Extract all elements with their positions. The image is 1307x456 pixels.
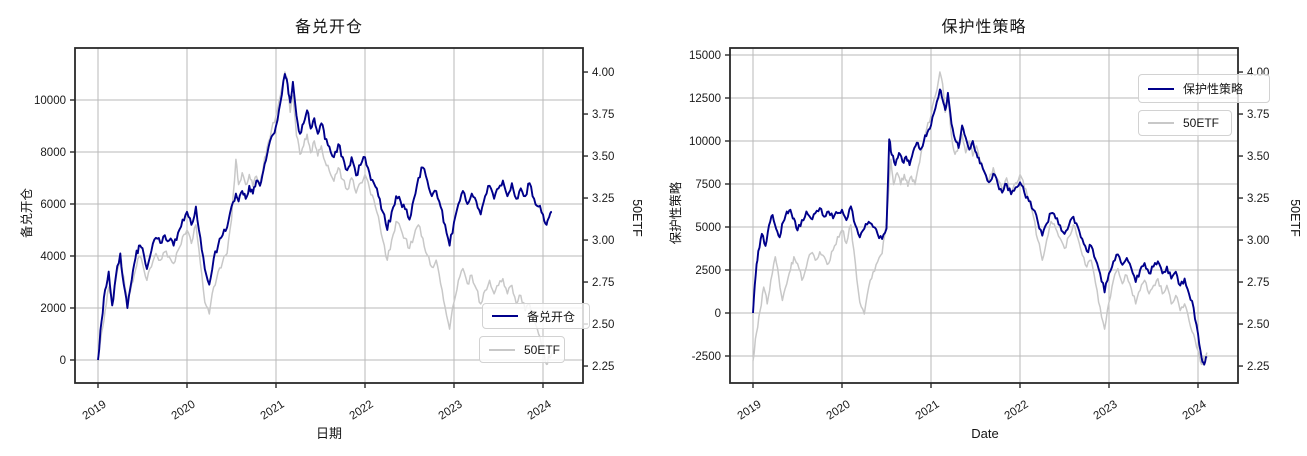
- chart-title-protective: 保护性策略: [941, 19, 1027, 36]
- legend-line-sample-50etf-left-chart: [489, 348, 515, 351]
- y-tick-label-right: 3.50: [1247, 151, 1269, 163]
- y-tick-label-left: 7500: [695, 179, 721, 191]
- legend-entry-50etf-left-chart: 50ETF: [479, 336, 565, 363]
- y-tick-label-right: 3.75: [1247, 109, 1269, 121]
- y-tick-label-right: 2.50: [1247, 319, 1269, 331]
- x-tick-label: 2020: [170, 398, 198, 422]
- y-tick-label-right: 3.00: [1247, 235, 1269, 247]
- y-tick-label-right: 3.50: [592, 151, 614, 163]
- y-tick-label-left: 10000: [34, 95, 66, 107]
- y-tick-label-right: 3.00: [592, 235, 614, 247]
- series-etf50: [752, 71, 1208, 366]
- y-tick-label-right: 3.25: [1247, 193, 1269, 205]
- legend-entry-protective: 保护性策略: [1138, 74, 1270, 103]
- y-tick-label-left: 5000: [695, 222, 721, 234]
- y-tick-label-left: 15000: [689, 50, 721, 62]
- y-tick-label-left: -2500: [692, 351, 721, 363]
- y-tick-label-right: 3.75: [592, 109, 614, 121]
- x-tick-label: 2024: [526, 398, 554, 422]
- x-axis-label-date-en: Date: [971, 426, 999, 441]
- legend-entry-50etf-right-chart: 50ETF: [1138, 110, 1232, 136]
- x-tick-label: 2023: [437, 398, 465, 422]
- series-etf50: [97, 71, 553, 366]
- y-tick-label-left: 6000: [40, 199, 66, 211]
- x-tick-label: 2021: [914, 398, 942, 422]
- x-tick-label: 2019: [81, 398, 109, 422]
- y-axis-label-50etf-right-chart: 50ETF: [1288, 199, 1302, 237]
- x-tick-label: 2019: [736, 398, 764, 422]
- x-tick-label: 2024: [1181, 398, 1209, 422]
- y-tick-label-left: 0: [60, 355, 66, 367]
- y-axis-label-protective: 保护性策略: [669, 181, 683, 245]
- x-tick-label: 2023: [1092, 398, 1120, 422]
- x-tick-label: 2021: [259, 398, 287, 422]
- y-tick-label-right: 2.50: [592, 319, 614, 331]
- y-axis-label-covered-call: 备兑开仓: [20, 188, 34, 239]
- y-tick-label-left: 8000: [40, 147, 66, 159]
- y-tick-label-right: 2.25: [592, 361, 614, 373]
- plot-spines: [729, 47, 1239, 384]
- x-axis-label-date-cn: 日期: [315, 426, 342, 441]
- plot-spines: [74, 47, 584, 384]
- y-tick-label-left: 10000: [689, 136, 721, 148]
- y-tick-label-left: 2000: [40, 303, 66, 315]
- legend-line-sample-protective: [1148, 87, 1174, 90]
- x-tick-label: 2020: [825, 398, 853, 422]
- series-protective: [752, 88, 1208, 366]
- x-tick-label: 2022: [1003, 398, 1031, 422]
- legend-line-sample-covered-call: [492, 315, 518, 317]
- plot-area-covered-call: 2019 2020 2021 2022 2023 2024 0 2000 4000 6000 800…: [34, 47, 614, 422]
- chart-covered-call-strategy: 2019 2020 2021 2022 2023 2024 0 2000 4000 6000 800…: [20, 19, 644, 441]
- y-tick-label-left: 12500: [689, 93, 721, 105]
- legend-label-covered-call: 备兑开仓: [527, 309, 576, 324]
- y-tick-label-left: 4000: [40, 251, 66, 263]
- y-tick-label-left: 2500: [695, 265, 721, 277]
- y-tick-label-right: 3.25: [592, 193, 614, 205]
- y-tick-label-right: 4.00: [592, 67, 614, 79]
- chart-title-covered-call: 备兑开仓: [294, 19, 363, 36]
- legend-label-protective: 保护性策略: [1183, 82, 1244, 96]
- legend-line-sample-50etf-right-chart: [1148, 122, 1174, 124]
- y-axis-label-50etf-left-chart: 50ETF: [630, 199, 644, 237]
- legend-entry-covered-call: 备兑开仓: [482, 303, 590, 329]
- legend-label-50etf-left-chart: 50ETF: [524, 342, 561, 357]
- plot-area-protective: 2019 2020 2021 2022 2023 2024 -2500 0 2500 5000 75…: [689, 47, 1269, 422]
- x-tick-label: 2022: [348, 398, 376, 422]
- y-tick-label-right: 2.75: [592, 277, 614, 289]
- y-tick-label-left: 0: [715, 308, 721, 320]
- y-tick-label-right: 2.25: [1247, 361, 1269, 373]
- legend-label-50etf-right-chart: 50ETF: [1183, 116, 1220, 130]
- y-tick-label-right: 2.75: [1247, 277, 1269, 289]
- series-covered_call: [97, 73, 553, 361]
- chart-protective-put-strategy: 2019 2020 2021 2022 2023 2024 -2500 0 2500 5000 75…: [653, 0, 1307, 456]
